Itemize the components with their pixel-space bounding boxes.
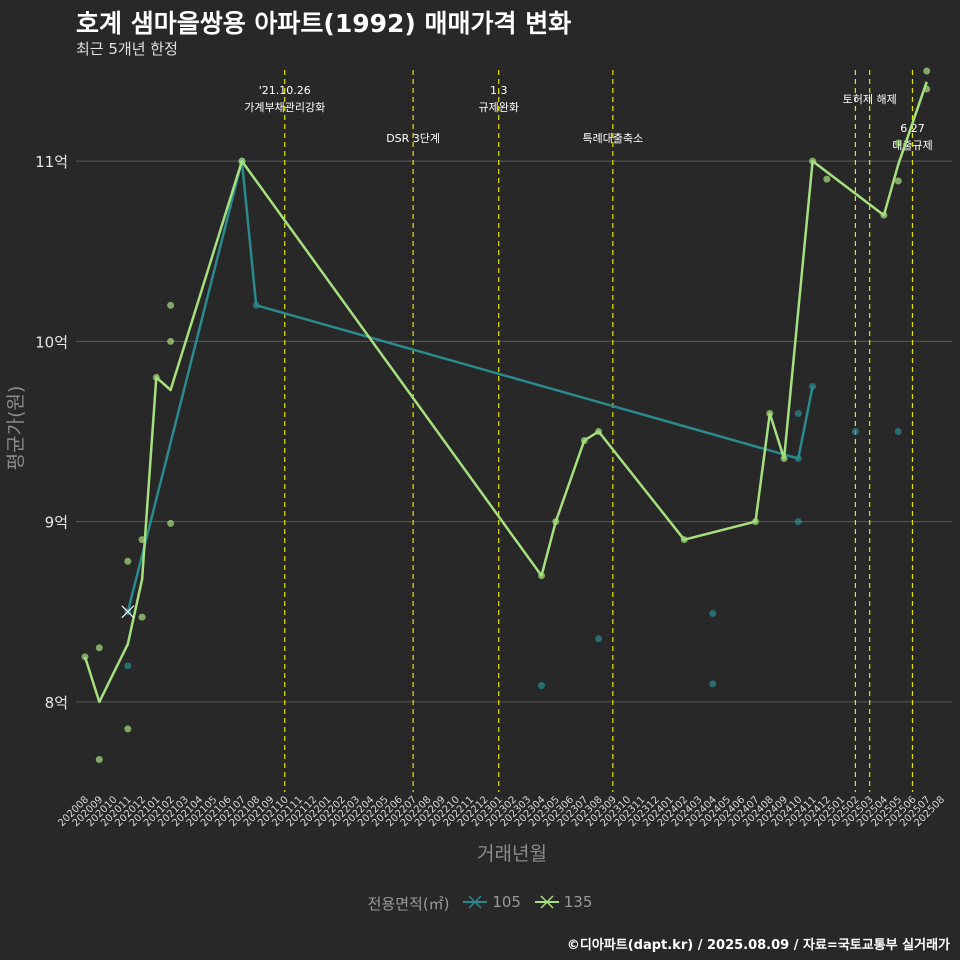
data-point-135	[124, 557, 132, 565]
data-point-135	[152, 373, 160, 381]
legend-label-135: 135	[563, 893, 593, 911]
event-label: 특례대출축소	[582, 132, 643, 145]
legend: 전용면적(㎡) 105 135	[0, 893, 960, 914]
data-point-135	[766, 409, 774, 417]
series-plot	[81, 67, 931, 764]
y-tick-label: 11억	[35, 153, 68, 171]
data-point-105	[709, 680, 717, 688]
y-axis-title: 평균가(원)	[5, 386, 27, 471]
data-point-105	[794, 455, 802, 463]
data-point-135	[923, 85, 931, 93]
legend-item-135: 135	[534, 893, 593, 911]
data-point-135	[538, 572, 546, 580]
data-point-135	[167, 337, 175, 345]
data-point-105	[595, 635, 603, 643]
event-label: '21.10.26	[259, 84, 311, 97]
y-tick-label: 10억	[35, 333, 68, 351]
event-label: 가계부채관리강화	[244, 101, 325, 114]
data-point-105	[252, 301, 260, 309]
data-point-135	[580, 437, 588, 445]
axes: 8억9억10억11억202008202009202010202011202012…	[5, 153, 947, 865]
event-label: 규제완화	[478, 101, 518, 114]
data-point-135	[167, 519, 175, 527]
event-label: DSR 3단계	[386, 132, 440, 145]
series-line-105	[126, 159, 814, 613]
data-point-135	[680, 536, 688, 544]
legend-key-135	[534, 895, 559, 909]
data-point-135	[809, 157, 817, 165]
data-point-105	[709, 610, 717, 618]
data-point-135	[124, 725, 132, 733]
data-point-135	[780, 455, 788, 463]
event-label: 6.27	[900, 122, 925, 135]
data-point-135	[167, 301, 175, 309]
event-label: 1.3	[490, 84, 508, 97]
chart-subtitle: 최근 5개년 한정	[76, 40, 178, 58]
event-label: 대출규제	[892, 139, 932, 152]
data-point-105	[794, 518, 802, 526]
series-line-135	[83, 81, 928, 704]
data-point-135	[823, 175, 831, 183]
data-point-135	[880, 211, 888, 219]
gridlines	[76, 160, 952, 703]
data-point-135	[552, 518, 560, 526]
data-point-135	[95, 644, 103, 652]
legend-label-105: 105	[492, 893, 521, 911]
event-label: 토허제 해제	[843, 92, 897, 106]
data-point-105	[809, 382, 817, 390]
data-point-105	[894, 428, 902, 436]
x-axis-title: 거래년월	[477, 843, 547, 865]
legend-key-105	[463, 895, 488, 909]
cross-marker-stroke	[121, 605, 135, 619]
source-caption: ©디아파트(dapt.kr) / 2025.08.09 / 자료=국토교통부 실…	[566, 938, 950, 953]
data-point-135	[595, 428, 603, 436]
data-point-135	[894, 177, 902, 185]
data-point-135	[95, 756, 103, 764]
y-tick-label: 9억	[45, 514, 68, 532]
data-point-135	[894, 139, 902, 147]
data-point-135	[81, 653, 89, 661]
data-point-105	[794, 409, 802, 417]
cross-marker	[121, 605, 135, 619]
legend-item-105: 105	[462, 893, 521, 911]
data-point-135	[752, 518, 760, 526]
data-point-105	[124, 662, 132, 670]
chart-title: 호계 샘마을쌍용 아파트(1992) 매매가격 변화	[76, 9, 572, 38]
data-point-135	[238, 157, 246, 165]
data-point-135	[923, 67, 931, 75]
legend-title: 전용면적(㎡)	[367, 895, 450, 913]
y-tick-label: 8억	[45, 694, 68, 712]
data-point-105	[538, 682, 546, 690]
data-point-105	[851, 428, 859, 436]
data-point-135	[138, 536, 146, 544]
data-point-135	[138, 613, 146, 621]
